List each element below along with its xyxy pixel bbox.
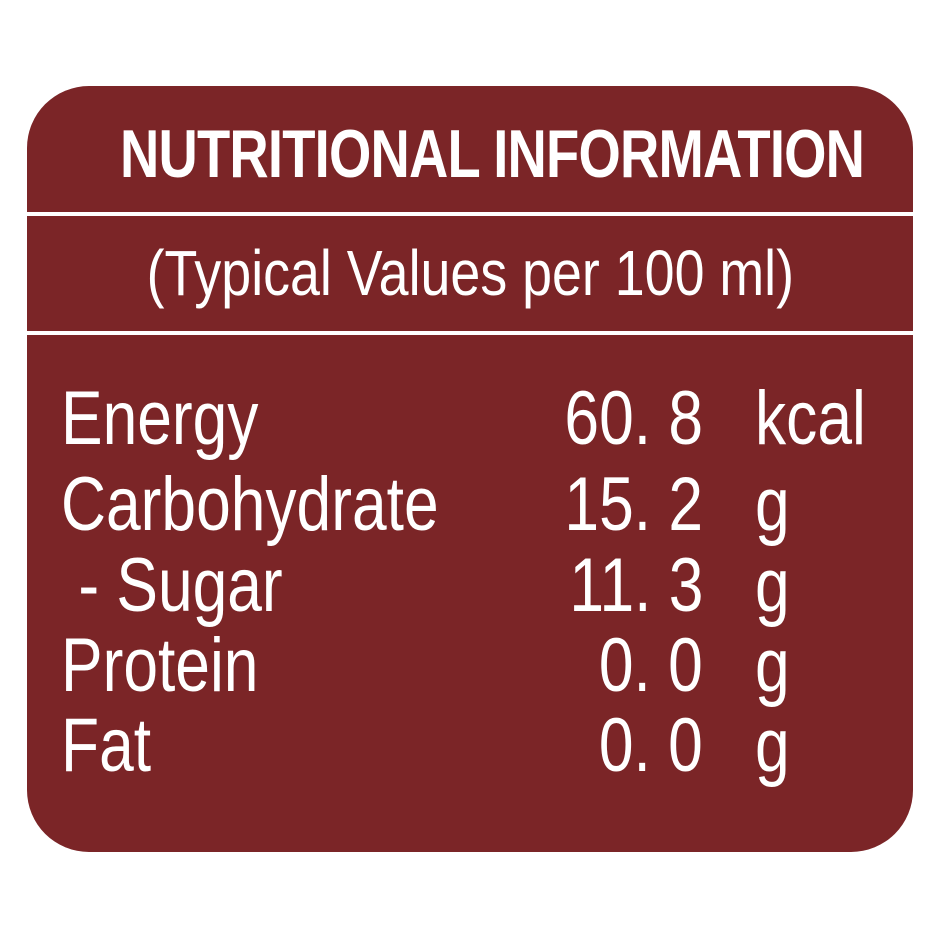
panel-subtitle-text: (Typical Values per 100 ml): [146, 237, 794, 309]
nutrient-row-fat: Fat 0. 0 g: [27, 703, 913, 789]
panel-subtitle: (Typical Values per 100 ml): [27, 220, 913, 326]
nutrient-value: 0. 0: [599, 623, 703, 708]
panel-title-text: NUTRITIONAL INFORMATION: [120, 116, 865, 192]
nutrient-unit: g: [755, 703, 790, 788]
nutrition-panel: NUTRITIONAL INFORMATION (Typical Values …: [27, 86, 913, 852]
panel-title: NUTRITIONAL INFORMATION: [27, 104, 913, 204]
nutrient-row-protein: Protein 0. 0 g: [27, 623, 913, 709]
nutrient-row-energy: Energy 60. 8 kcal: [27, 376, 913, 462]
divider-bottom: [27, 331, 913, 335]
nutrient-label: Carbohydrate: [61, 462, 439, 547]
nutrient-label: Fat: [61, 703, 152, 788]
nutrient-unit: g: [755, 543, 790, 628]
nutrient-value: 0. 0: [599, 703, 703, 788]
divider-top: [27, 212, 913, 216]
nutrient-unit: g: [755, 462, 790, 547]
nutrient-label: Protein: [61, 623, 259, 708]
nutrient-value: 15. 2: [564, 462, 703, 547]
nutrient-unit: g: [755, 623, 790, 708]
nutrient-row-carbohydrate: Carbohydrate 15. 2 g: [27, 462, 913, 548]
nutrient-value: 11. 3: [569, 543, 703, 628]
nutrient-unit: kcal: [755, 376, 866, 461]
nutrient-label: - Sugar: [61, 543, 283, 628]
nutrient-row-sugar: - Sugar 11. 3 g: [27, 543, 913, 629]
nutrient-label: Energy: [61, 376, 259, 461]
nutrient-value: 60. 8: [564, 376, 703, 461]
